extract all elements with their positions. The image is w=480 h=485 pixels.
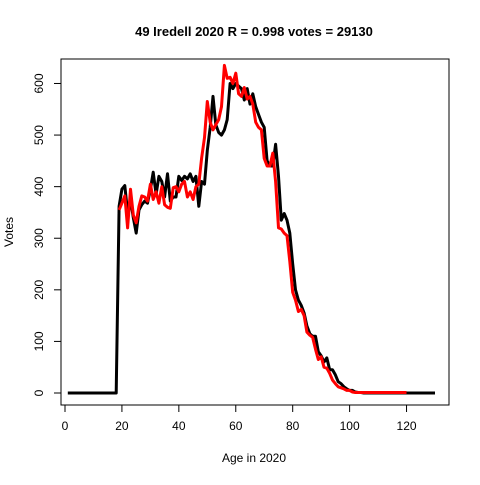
y-tick-label: 600: [32, 73, 46, 93]
y-tick-label: 500: [32, 125, 46, 145]
x-tick-label: 80: [286, 419, 300, 433]
x-axis-label: Age in 2020: [222, 451, 286, 465]
series-layer: [67, 63, 435, 395]
x-tick-label: 120: [397, 419, 417, 433]
series-line-2: [117, 63, 407, 394]
x-tick-label: 40: [172, 419, 186, 433]
y-axis-label: Votes: [2, 217, 16, 247]
y-tick-label: 400: [32, 176, 46, 196]
chart-title: 49 Iredell 2020 R = 0.998 votes = 29130: [135, 24, 373, 39]
y-tick-label: 300: [32, 228, 46, 248]
x-tick-label: 60: [229, 419, 243, 433]
y-tick-label: 0: [32, 389, 46, 396]
y-tick-label: 200: [32, 279, 46, 299]
x-tick-label: 0: [62, 419, 69, 433]
y-axis: 0 100 200 300 400 500 600: [32, 73, 62, 396]
x-axis: 0 20 40 60 80 100 120: [62, 404, 417, 433]
x-tick-label: 20: [115, 419, 129, 433]
x-tick-label: 100: [340, 419, 360, 433]
y-tick-label: 100: [32, 331, 46, 351]
